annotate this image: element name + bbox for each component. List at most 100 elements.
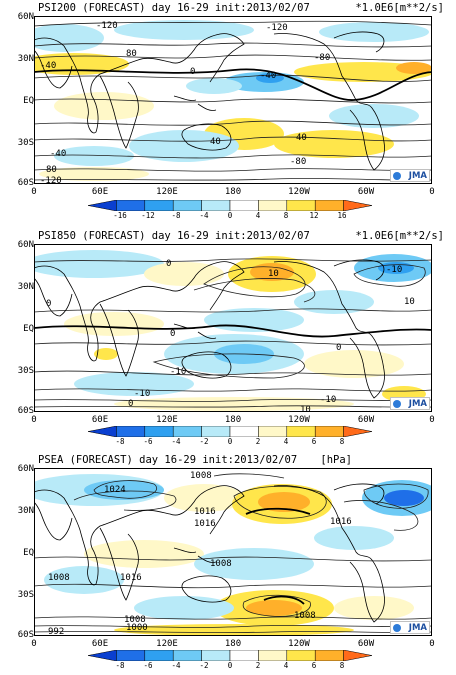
lat-label: 60S xyxy=(17,630,34,640)
colorbar-tick: -2 xyxy=(199,661,209,670)
lat-label: 30N xyxy=(17,282,34,292)
colorbar-tick: 12 xyxy=(309,211,319,220)
jma-globe-icon xyxy=(393,624,401,632)
lon-label: 0 xyxy=(429,415,435,425)
contour-label: 992 xyxy=(48,627,64,636)
lat-label: 60S xyxy=(17,178,34,188)
lon-label: 180 xyxy=(224,415,242,425)
map-frame: -120 -120 -40 80 0 -40 -80 -40 40 40 -80… xyxy=(34,16,432,184)
colorbar-cell xyxy=(88,426,117,437)
contour-label: 40 xyxy=(210,137,221,147)
lat-label: EQ xyxy=(23,96,34,106)
contour-label: 10 xyxy=(300,405,311,412)
colorbar-tick: -6 xyxy=(143,661,153,670)
lon-label: 60W xyxy=(357,187,375,197)
colorbar-ticks: -16 -12 -8 -4 0 4 8 12 16 xyxy=(88,211,372,223)
colorbar-cell xyxy=(201,650,231,661)
lon-label: 0 xyxy=(429,639,435,649)
contour-label: -10 xyxy=(170,367,186,377)
colorbar-cell xyxy=(286,200,316,211)
colorbar-cell xyxy=(343,426,372,437)
colorbar-tick: 6 xyxy=(311,437,317,446)
colorbar-tick: 4 xyxy=(283,437,289,446)
contour-label: -10 xyxy=(320,395,336,405)
contour-label: 1008 xyxy=(190,471,212,481)
contour-label: 1024 xyxy=(104,485,126,495)
psi200-map: -120 -120 -40 80 0 -40 -80 -40 40 40 -80… xyxy=(34,16,432,184)
contour-label: 1016 xyxy=(194,507,216,517)
colorbar-tick: -8 xyxy=(115,661,125,670)
lon-label: 60W xyxy=(357,639,375,649)
colorbar-tick: 0 xyxy=(227,211,233,220)
colorbar-cell xyxy=(201,200,231,211)
colorbar-tick: 4 xyxy=(283,661,289,670)
colorbar-tick: -4 xyxy=(171,661,181,670)
jma-logo: JMA xyxy=(390,621,430,634)
contour-label: 1008 xyxy=(210,559,232,569)
colorbar-cell xyxy=(314,200,344,211)
lon-label: 60E xyxy=(91,639,109,649)
colorbar-tick: -8 xyxy=(171,211,181,220)
lon-axis: 0 60E 120E 180 120W 60W 0 xyxy=(31,187,435,199)
colorbar-cell xyxy=(172,200,202,211)
colorbar-tick: 16 xyxy=(337,211,347,220)
contour-label: 0 xyxy=(190,67,195,77)
contour-label: 80 xyxy=(46,165,57,175)
colorbar-tick: 8 xyxy=(339,661,345,670)
colorbar-cell xyxy=(116,650,146,661)
colorbar-cell xyxy=(88,200,117,211)
lat-label: 60N xyxy=(17,464,34,474)
colorbar-cell xyxy=(172,650,202,661)
contour-label: 1000 xyxy=(126,623,148,633)
colorbar-tick: 2 xyxy=(255,437,261,446)
colorbar-cell xyxy=(144,200,174,211)
colorbar-cell xyxy=(286,650,316,661)
contour-label: 1008 xyxy=(124,615,146,625)
colorbar-tick: 0 xyxy=(227,661,233,670)
colorbar-cell xyxy=(229,650,259,661)
colorbar-cell xyxy=(229,200,259,211)
colorbar-cell xyxy=(343,650,372,661)
lat-label: 30S xyxy=(17,366,34,376)
lat-label: 60N xyxy=(17,240,34,250)
lon-label: 60E xyxy=(91,187,109,197)
colorbar-tick: -12 xyxy=(141,211,155,220)
colorbar-tick: 8 xyxy=(339,437,345,446)
lon-label: 120E xyxy=(156,415,178,425)
colorbar-cell xyxy=(116,426,146,437)
colorbar-cell xyxy=(314,650,344,661)
lon-label: 60W xyxy=(357,415,375,425)
colorbar-tick: -6 xyxy=(143,437,153,446)
contour-label: -120 xyxy=(96,21,118,31)
map-frame: 0 10 -10 10 0 0 -10 -10 0 -10 10 0 JMA xyxy=(34,244,432,412)
colorbar-tick: -8 xyxy=(115,437,125,446)
panel-title: PSI200 (FORECAST) day 16-29 init:2013/02… xyxy=(38,2,444,14)
lon-label: 0 xyxy=(31,415,37,425)
lon-axis: 0 60E 120E 180 120W 60W 0 xyxy=(31,415,435,427)
colorbar-cell xyxy=(286,426,316,437)
contour-label: 1008 xyxy=(294,611,316,621)
psi850-map: 0 10 -10 10 0 0 -10 -10 0 -10 10 0 xyxy=(34,244,432,412)
contour-label: 1016 xyxy=(120,573,142,583)
contour-label: 80 xyxy=(126,49,137,59)
contour-label: -120 xyxy=(266,23,288,33)
panel-title: PSI850 (FORECAST) day 16-29 init:2013/02… xyxy=(38,230,444,242)
jma-globe-icon xyxy=(393,172,401,180)
lon-label: 0 xyxy=(429,187,435,197)
colorbar-tick: -2 xyxy=(199,437,209,446)
lon-label: 120W xyxy=(288,415,310,425)
colorbar-tick: -4 xyxy=(171,437,181,446)
lat-label: EQ xyxy=(23,324,34,334)
lon-axis: 0 60E 120E 180 120W 60W 0 xyxy=(31,639,435,651)
lat-label: 60S xyxy=(17,406,34,416)
contour-label: -40 xyxy=(40,61,56,71)
contour-label: 0 xyxy=(170,329,175,339)
jma-logo: JMA xyxy=(390,169,430,182)
colorbar-tick: 4 xyxy=(255,211,261,220)
colorbar-cell xyxy=(201,426,231,437)
units-label: *1.0E6[m**2/s] xyxy=(355,230,444,242)
contour-label: -10 xyxy=(134,389,150,399)
colorbar-tick: 6 xyxy=(311,661,317,670)
colorbar-ticks: -8 -6 -4 -2 0 2 4 6 8 xyxy=(88,661,372,673)
lon-label: 0 xyxy=(31,639,37,649)
